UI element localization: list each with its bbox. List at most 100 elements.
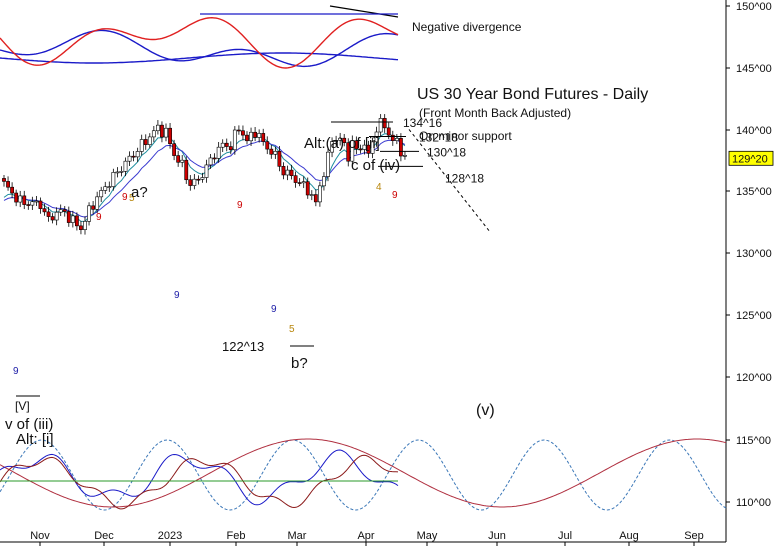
candle-body [378, 118, 383, 133]
axis-ticks: Nov Dec 2023 Feb Mar Apr May Jun Jul Aug Sep 150^00… [30, 1, 772, 546]
count-mark: 9 [13, 366, 19, 377]
candle [216, 142, 221, 163]
x-tick-label: Apr [357, 530, 374, 542]
candle [188, 175, 193, 191]
x-tick-label: May [417, 530, 438, 542]
candle [249, 127, 253, 147]
candle [83, 216, 87, 235]
candle-body [164, 127, 168, 138]
candle-body [386, 127, 391, 136]
chart-note: On minor support [419, 129, 512, 143]
candle-body [26, 204, 31, 206]
candle-body [18, 195, 23, 203]
candle-body [2, 178, 6, 182]
candle-body [119, 171, 124, 173]
candle-body [75, 215, 79, 227]
count-mark: 9 [271, 304, 277, 315]
candle [46, 206, 51, 222]
candle [297, 178, 302, 187]
candle-body [342, 137, 347, 143]
candle-body [224, 142, 229, 147]
candle-body [330, 141, 334, 153]
candle-body [38, 200, 43, 209]
candle [281, 162, 286, 180]
candle-body [398, 138, 403, 157]
candle-body [253, 131, 258, 138]
candle [22, 190, 27, 210]
candle [180, 155, 185, 168]
candle [261, 128, 266, 146]
cycle-composite-line [0, 449, 399, 506]
candle [26, 201, 31, 210]
divergence-line [329, 5, 399, 18]
long-cycle-line [0, 438, 727, 508]
candle-body [172, 143, 177, 156]
price-level-label: 132^18 [419, 130, 458, 144]
candle [232, 126, 237, 155]
candle [208, 154, 213, 169]
candlesticks [2, 114, 407, 235]
candle [212, 153, 217, 164]
candle-body [370, 141, 375, 154]
candle [366, 140, 371, 158]
candle-body [42, 208, 47, 213]
candle-body [228, 146, 233, 151]
candle-body [245, 134, 249, 142]
candle [131, 151, 136, 162]
candle [305, 177, 310, 199]
candle [293, 171, 298, 188]
candle [330, 137, 334, 158]
candle [115, 167, 120, 178]
candle-body [192, 178, 197, 186]
candle [91, 200, 96, 215]
candle-body [139, 139, 144, 152]
x-tick-label: Mar [288, 530, 307, 542]
candle [151, 125, 156, 143]
candle [338, 132, 343, 146]
candle-body [50, 216, 55, 221]
candle [317, 181, 322, 207]
count-mark: 9 [237, 200, 243, 211]
candle-body [151, 130, 156, 138]
candle-body [326, 151, 330, 177]
wave-label-v: (v) [476, 402, 495, 419]
wave-label-alt-a-ii: Alt:(a) of [ii] [304, 135, 380, 152]
projection-line [408, 129, 491, 233]
x-tick-label: Aug [619, 530, 639, 542]
candle [257, 129, 262, 143]
cycle-price-line [0, 454, 399, 510]
candle [326, 146, 330, 182]
candle [164, 123, 168, 142]
candle-body [115, 171, 120, 174]
candle-body [208, 157, 213, 166]
candle [58, 204, 63, 217]
candle [107, 181, 112, 192]
candle-body [358, 148, 363, 151]
candle-body [34, 200, 39, 203]
candle [70, 210, 75, 228]
candle [289, 164, 294, 180]
candle [390, 130, 395, 146]
candle-body [334, 140, 339, 142]
candle-body [382, 118, 387, 129]
y-tick-label: 150^00 [736, 1, 772, 13]
candle [95, 191, 100, 213]
candle-body [107, 186, 112, 188]
candle-body [54, 211, 59, 221]
candle-body [261, 133, 266, 142]
candle [265, 136, 270, 155]
candle-body [212, 157, 217, 160]
candle-body [237, 129, 241, 132]
candle [237, 125, 241, 135]
wave-label-b: b? [291, 355, 308, 372]
candle-body [285, 169, 290, 176]
candle [309, 190, 314, 201]
candle-body [257, 133, 262, 138]
candle [62, 206, 67, 217]
lower-band-line [0, 52, 399, 64]
y-tick-label: 120^00 [736, 372, 772, 384]
y-tick-label: 110^00 [736, 497, 771, 509]
top-divergence-panel [0, 5, 399, 69]
